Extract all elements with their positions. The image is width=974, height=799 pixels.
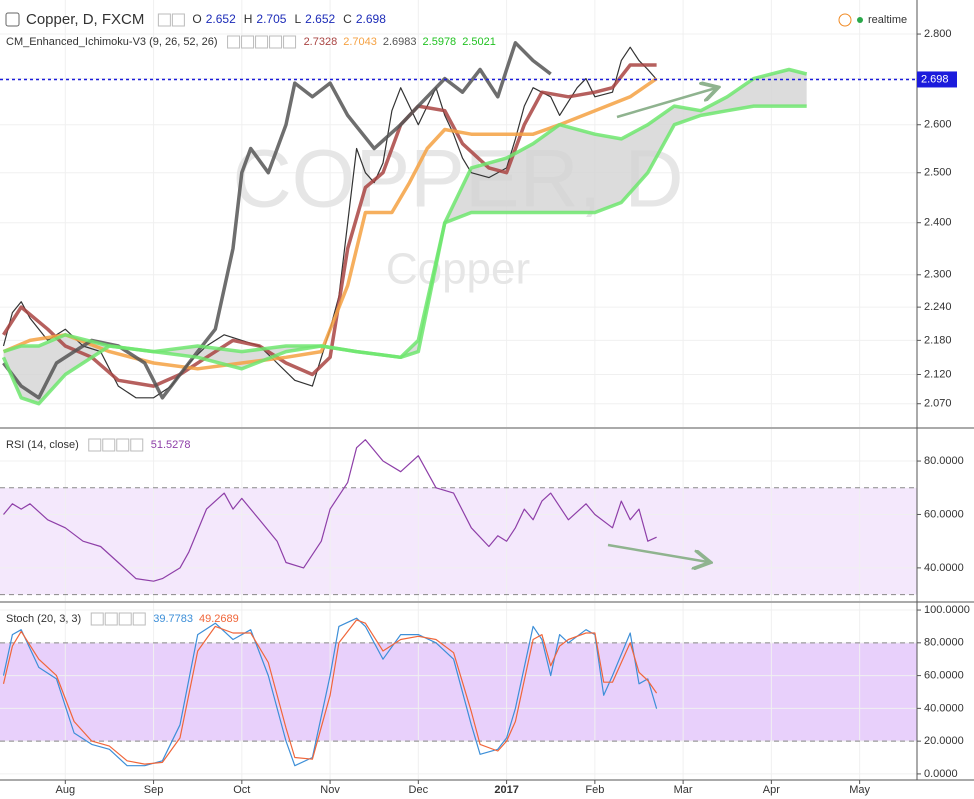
y-tick-label: 2.300 <box>924 269 952 281</box>
indicator-icon <box>90 612 104 626</box>
annotations <box>607 88 716 562</box>
indicator-icon <box>102 438 116 452</box>
legend-text: 49.2689 <box>199 613 239 625</box>
trend-arrow <box>607 543 708 562</box>
legend-text: 2.6983 <box>383 36 417 48</box>
x-tick-label: Oct <box>233 784 250 796</box>
indicator-icon <box>132 612 146 626</box>
indicator-icon <box>269 35 283 49</box>
legend-text: 2.652 <box>206 12 236 26</box>
indicator-icon <box>130 438 144 452</box>
legend-text: 2.652 <box>305 12 335 26</box>
x-tick-label: Mar <box>674 784 693 796</box>
y-tick-label: 40.0000 <box>924 702 964 714</box>
y-tick-label: 2.180 <box>924 334 952 346</box>
legend-text: 2.5021 <box>462 36 496 48</box>
legend-text: 51.5278 <box>151 439 191 451</box>
last-price-label: 2.698 <box>921 73 949 85</box>
x-tick-label: Apr <box>763 784 780 796</box>
y-tick-label: 40.0000 <box>924 562 964 574</box>
trend-arrow <box>616 88 716 119</box>
frame <box>0 0 974 781</box>
indicator-icon <box>241 35 255 49</box>
band-fill <box>0 642 917 742</box>
series-line <box>2 77 658 371</box>
legend-text: C <box>343 12 352 26</box>
legend-text: 2.5978 <box>423 36 457 48</box>
indicator-icon <box>227 35 241 49</box>
series-line <box>2 63 657 388</box>
settings-icon <box>171 13 185 27</box>
indicator-icon <box>104 612 118 626</box>
symbol-icon <box>5 12 20 27</box>
legend-text: Stoch (20, 3, 3) <box>6 613 81 625</box>
legend-text: 2.7328 <box>304 36 338 48</box>
legend-text: O <box>192 12 201 26</box>
y-tick-label: 2.600 <box>924 119 952 131</box>
y-tick-label: 80.0000 <box>924 637 964 649</box>
y-tick-label: 80.0000 <box>924 455 964 467</box>
settings-icon <box>157 13 171 27</box>
band-fill <box>0 487 917 595</box>
y-tick-label: 2.800 <box>924 28 952 40</box>
x-tick-label: May <box>849 784 870 796</box>
indicator-icon <box>88 438 102 452</box>
legend-text: L <box>294 12 301 26</box>
series-line <box>2 619 658 765</box>
y-tick-label: 2.240 <box>924 301 952 313</box>
status-text: realtime <box>868 14 907 26</box>
indicator-icon <box>283 35 297 49</box>
y-tick-label: 2.070 <box>924 398 952 410</box>
x-tick-label: Aug <box>56 784 76 796</box>
legend-text: 2.705 <box>256 12 286 26</box>
series-line <box>1 104 807 406</box>
x-tick-label: Sep <box>144 784 164 796</box>
indicator-icon <box>255 35 269 49</box>
status-dot <box>857 17 863 23</box>
series-line <box>3 439 657 582</box>
y-tick-label: 2.120 <box>924 368 952 380</box>
y-tick-label: 2.400 <box>924 217 952 229</box>
watermark-subtitle: Copper <box>386 245 530 294</box>
y-tick-label: 2.500 <box>924 167 952 179</box>
legend-text: 2.698 <box>356 12 386 26</box>
series-line <box>2 46 658 399</box>
series-line <box>2 617 658 767</box>
y-tick-label: 60.0000 <box>924 508 964 520</box>
y-tick-label: 20.0000 <box>924 735 964 747</box>
y-tick-label: 0.0000 <box>924 768 958 780</box>
x-tick-label: Feb <box>585 784 604 796</box>
indicator-icon <box>116 438 130 452</box>
x-tick-label: 2017 <box>494 784 518 796</box>
indicator-icon <box>118 612 132 626</box>
legend-text: CM_Enhanced_Ichimoku-V3 (9, 26, 52, 26) <box>6 36 218 48</box>
last-price-tag <box>917 71 957 88</box>
status-icon <box>838 13 852 27</box>
legend-text: RSI (14, close) <box>6 439 79 451</box>
legend-text: 2.7043 <box>343 36 377 48</box>
x-tick-label: Dec <box>409 784 429 796</box>
cloud <box>3 69 807 404</box>
x-tick-label: Nov <box>320 784 340 796</box>
legend-text: H <box>244 12 253 26</box>
legend-text: Copper, D, FXCM <box>26 11 144 28</box>
y-tick-label: 60.0000 <box>924 670 964 682</box>
y-tick-label: 100.0000 <box>924 604 970 616</box>
legend-text: 39.7783 <box>153 613 193 625</box>
